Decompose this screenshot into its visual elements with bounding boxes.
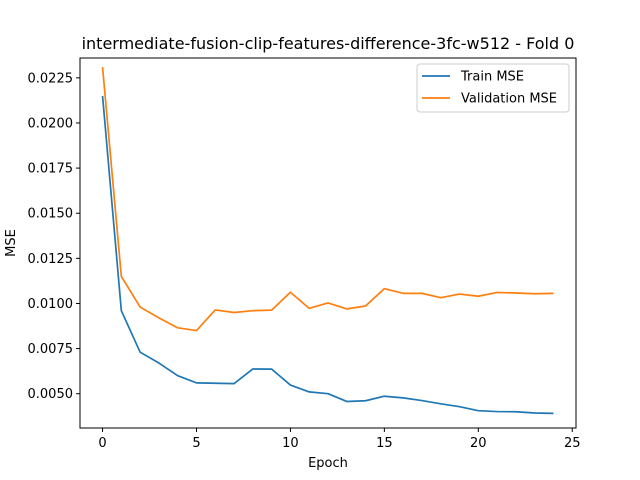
y-tick-label: 0.0150 [28, 207, 74, 222]
x-tick-label: 20 [470, 436, 487, 451]
y-axis-title: MSE [4, 229, 19, 257]
series-line-validation-mse [101, 66, 554, 332]
x-tick-label: 5 [192, 436, 200, 451]
plot-frame [79, 57, 577, 429]
legend: Train MSE Validation MSE [416, 63, 570, 113]
x-axis: 0 5 10 15 20 25 [98, 428, 581, 451]
y-tick-label: 0.0225 [28, 71, 74, 86]
plot-lines [101, 66, 554, 415]
series-line-train-mse [101, 95, 554, 415]
x-tick-label: 25 [564, 436, 581, 451]
y-tick-label: 0.0050 [28, 387, 74, 402]
chart-title: intermediate-fusion-clip-features-differ… [82, 34, 575, 53]
y-tick-label: 0.0175 [28, 162, 74, 177]
legend-label: Validation MSE [461, 92, 557, 107]
y-tick-label: 0.0075 [28, 342, 74, 357]
y-tick-label: 0.0200 [28, 116, 74, 131]
x-tick-label: 0 [98, 436, 106, 451]
legend-label: Train MSE [460, 70, 524, 85]
y-axis: 0.0050 0.0075 0.0100 0.0125 0.0150 0.0175 0.02… [28, 71, 80, 402]
legend-box [416, 63, 570, 113]
x-tick-label: 15 [376, 436, 393, 451]
y-tick-label: 0.0100 [28, 297, 74, 312]
y-tick-label: 0.0125 [28, 252, 74, 267]
x-tick-label: 10 [282, 436, 299, 451]
x-axis-title: Epoch [308, 456, 348, 471]
